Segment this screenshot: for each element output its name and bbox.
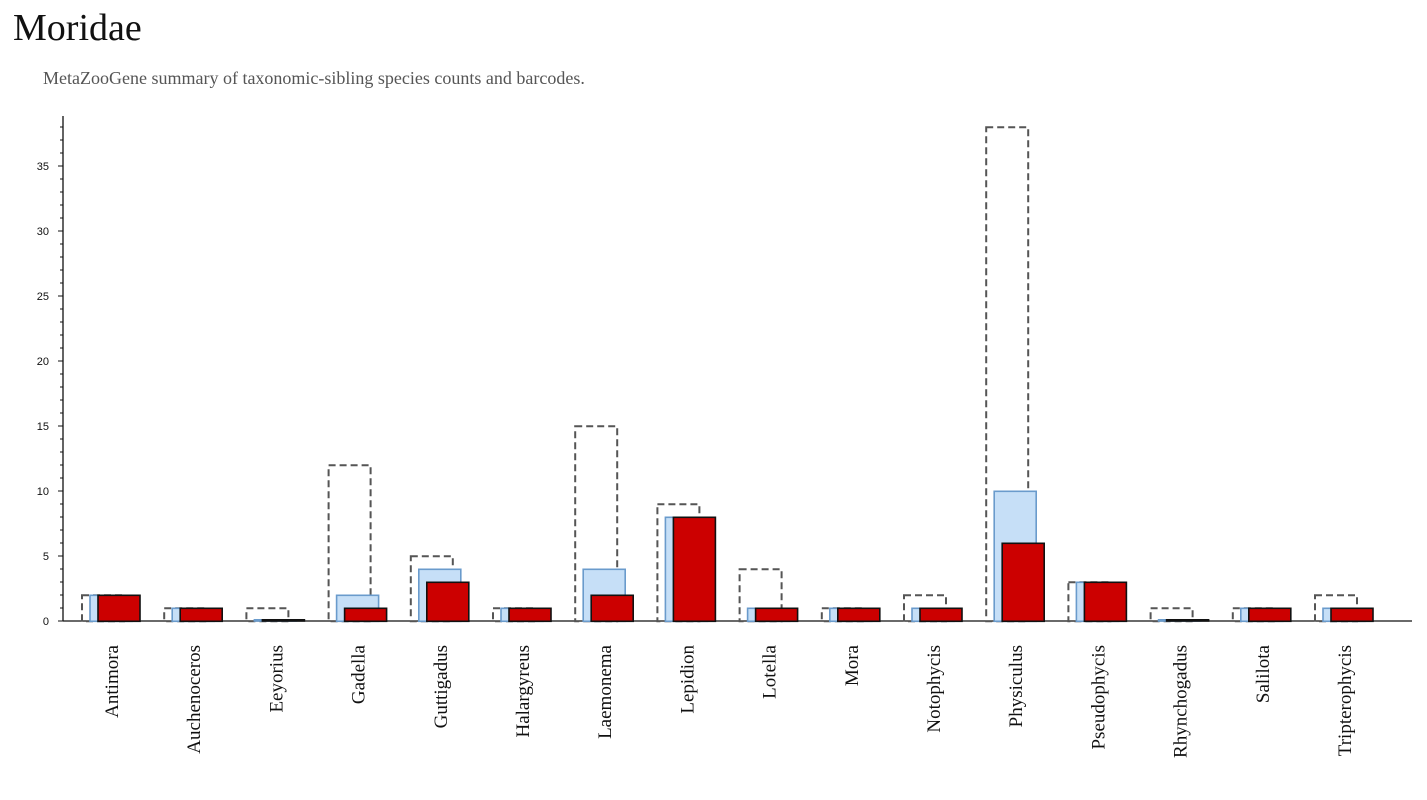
- bar-red: [590, 594, 635, 623]
- x-tick-label: Guttigadus: [431, 645, 452, 728]
- chart-title: Moridae: [13, 7, 142, 49]
- bar-red: [919, 607, 963, 623]
- bar-red: [97, 594, 141, 623]
- bar-red: [754, 607, 799, 623]
- bar-red: [425, 581, 470, 623]
- x-tick-label: Lepidion: [677, 645, 698, 714]
- x-tick-label: Physiculus: [1006, 645, 1027, 727]
- y-tick-label: 15: [37, 421, 49, 433]
- bar-red: [261, 618, 306, 622]
- x-tick-label: Auchenoceros: [184, 645, 205, 754]
- x-tick-label: Tripterophycis: [1335, 645, 1356, 756]
- chart-subtitle: MetaZooGene summary of taxonomic-sibling…: [43, 68, 585, 88]
- x-tick-label: Lotella: [760, 644, 781, 698]
- bar-red: [343, 607, 388, 623]
- x-tick-label: Eeyorius: [266, 645, 287, 713]
- bar-dashed: [245, 607, 290, 623]
- x-tick-label: Notophycis: [924, 645, 945, 733]
- bar-red: [1083, 581, 1128, 623]
- x-tick-label: Rhynchogadus: [1171, 645, 1192, 758]
- x-tick-label: Gadella: [349, 644, 370, 704]
- bar-red: [672, 516, 717, 623]
- bar-dashed: [1149, 607, 1194, 623]
- x-tick-label: Laemonema: [595, 644, 616, 738]
- x-tick-label: Halargyreus: [513, 645, 534, 738]
- y-tick-label: 30: [37, 226, 49, 238]
- y-tick-label: 20: [37, 356, 49, 368]
- y-tick-label: 35: [37, 161, 49, 173]
- x-tick-label: Mora: [842, 644, 863, 686]
- y-tick-label: 25: [37, 291, 49, 303]
- bar-red: [1330, 607, 1374, 623]
- y-tick-label: 10: [37, 486, 49, 498]
- bar-red: [179, 607, 223, 623]
- x-tick-label: Pseudophycis: [1088, 645, 1109, 750]
- x-tick-label: Antimora: [102, 644, 123, 717]
- bar-red: [1165, 618, 1210, 622]
- bar-red: [1248, 607, 1292, 623]
- bar-red: [508, 607, 552, 623]
- bar-red: [836, 607, 881, 623]
- y-tick-label: 5: [43, 551, 49, 563]
- x-tick-label: Salilota: [1253, 644, 1274, 703]
- y-tick-label: 0: [43, 616, 49, 628]
- bar-red: [1001, 542, 1046, 623]
